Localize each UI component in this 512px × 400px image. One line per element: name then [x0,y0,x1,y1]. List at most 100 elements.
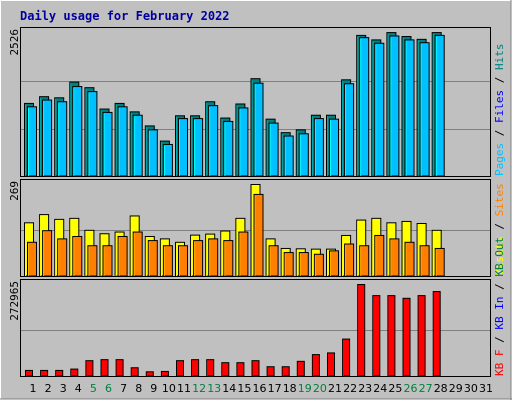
bar-sites-day-8-body [132,231,143,277]
bar-pages-day-20-body [313,118,324,177]
bar-pages-day-18-body [283,135,294,177]
bar-pages-day-15 [238,107,249,177]
bar-kbytes-day-25 [387,295,396,377]
bar-pages-day-8-body [132,114,143,177]
bar-pages-day-3 [57,101,68,177]
bar-pages-day-10 [162,143,173,177]
bar-kbytes-day-10 [160,370,169,377]
bar-kbytes-day-6-body [100,359,109,377]
bar-pages-day-9-body [147,129,158,177]
day-label-14: 14 [222,382,236,395]
bar-sites-day-24 [374,234,385,277]
bar-kbytes-day-3 [55,369,64,377]
bar-pages-day-28-body [434,34,445,177]
bar-sites-day-20-body [313,253,324,277]
bar-sites-day-20 [313,253,324,277]
bar-sites-day-2 [42,230,53,277]
day-label-10: 10 [162,382,176,395]
bar-kbytes-day-11-body [176,360,184,377]
bar-kbytes-day-7 [115,359,124,377]
bar-pages-day-14 [223,120,234,177]
bar-sites-day-1-body [27,241,37,277]
day-label-28: 28 [434,382,448,395]
bar-kbytes-day-12 [191,359,200,377]
bar-kbytes-day-6 [100,359,109,377]
bar-pages-day-13-body [208,105,219,177]
bar-pages-day-17-body [268,122,279,177]
bar-pages-day-6-body [102,111,113,177]
bar-sites-day-21 [329,250,339,277]
bar-kbytes-day-9-body [145,371,154,377]
bar-sites-day-26 [404,241,415,277]
chart-title: Daily usage for February 2022 [20,9,230,23]
legend-files: Files [493,90,506,123]
legend-hits: Hits [493,44,506,71]
bar-pages-day-24-body [374,42,385,177]
day-label-27: 27 [419,382,433,395]
bar-pages-day-16-body [253,82,264,177]
bar-kbytes-day-7-body [115,359,124,377]
bar-kbytes-day-19-body [296,360,305,377]
bar-sites-day-18 [283,252,294,277]
bar-sites-day-8 [132,231,143,277]
bar-kbytes-day-1 [25,369,33,377]
legend-sites: Sites [493,183,506,216]
bar-pages-day-23 [359,37,370,177]
day-label-9: 9 [150,382,157,395]
bar-sites-day-13-body [208,238,219,277]
bar-kbytes-day-5-body [85,360,94,377]
bar-pages-day-19-body [298,133,309,177]
bar-sites-day-11 [178,245,188,277]
bar-pages-day-5-body [87,91,98,177]
bar-kbytes-day-20 [311,354,320,377]
bar-pages-day-15-body [238,107,249,177]
bar-pages-day-27-body [419,42,430,177]
bar-sites-day-7-body [117,235,128,277]
bar-pages-day-13 [208,105,219,177]
bar-sites-day-23 [359,245,370,277]
bar-kbytes-day-24 [372,295,381,377]
bar-sites-day-27 [419,245,430,277]
bar-kbytes-day-22 [342,338,351,377]
bar-pages-day-23-body [359,37,370,177]
day-label-25: 25 [388,382,402,395]
day-label-12: 12 [192,382,206,395]
bar-pages-day-1 [27,106,37,177]
bar-sites-day-18-body [283,252,294,277]
bar-pages-day-21 [329,118,339,177]
bar-kbytes-day-13 [206,359,215,377]
legend-sep-3: / [493,216,506,236]
bar-kbytes-day-21-body [327,352,335,377]
legend-kbout: KB Out [493,237,506,277]
bar-kbytes-day-4-body [70,368,79,377]
day-label-21: 21 [328,382,342,395]
bar-kbytes-day-16-body [251,360,260,377]
bar-pages-day-2 [42,99,53,177]
bar-pages-day-7 [117,106,128,177]
day-label-13: 13 [207,382,221,395]
bar-kbytes-day-2-body [40,369,49,377]
bar-pages-day-16 [253,82,264,177]
bar-kbytes-day-26 [402,297,411,377]
bar-kbytes-day-11 [176,360,184,377]
bar-kbytes-day-8 [130,367,139,377]
day-label-15: 15 [237,382,251,395]
bar-pages-day-21-body [329,118,339,177]
bar-kbytes-day-15 [236,362,245,377]
bar-kbytes-day-3-body [55,369,64,377]
bar-kbytes-day-22-body [342,338,351,377]
day-label-5: 5 [90,382,97,395]
bar-kbytes-day-21 [327,352,335,377]
bar-sites-day-5-body [87,245,98,277]
bar-kbytes-day-8-body [130,367,139,377]
bar-sites-day-26-body [404,241,415,277]
bar-sites-day-10 [162,245,173,277]
bar-kbytes-day-14-body [221,362,230,377]
bar-sites-day-17-body [268,245,279,277]
bar-kbytes-day-12-body [191,359,200,377]
day-label-22: 22 [343,382,357,395]
bar-pages-day-3-body [57,101,68,177]
bar-sites-day-14-body [223,240,234,277]
day-label-17: 17 [268,382,282,395]
bar-pages-day-20 [313,118,324,177]
